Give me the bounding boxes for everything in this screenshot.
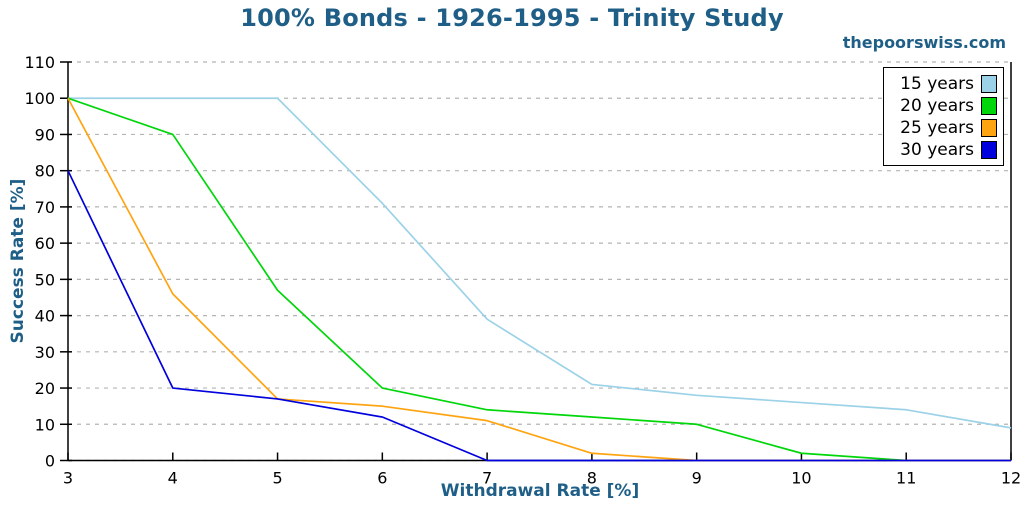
- legend-label: 20 years: [900, 95, 974, 116]
- legend-label: 15 years: [900, 73, 974, 94]
- x-tick-label: 4: [168, 469, 178, 488]
- legend-item-20-years: 20 years: [890, 95, 997, 116]
- x-tick-label: 11: [896, 469, 916, 488]
- legend-item-30-years: 30 years: [890, 139, 997, 160]
- legend-item-25-years: 25 years: [890, 117, 997, 138]
- x-tick-label: 9: [692, 469, 702, 488]
- y-axis-title: Success Rate [%]: [8, 178, 28, 344]
- x-tick-label: 5: [272, 469, 282, 488]
- chart-title: 100% Bonds - 1926-1995 - Trinity Study: [240, 4, 784, 32]
- y-tick-label: 0: [45, 452, 55, 471]
- y-tick-label: 70: [35, 198, 55, 217]
- legend-label: 25 years: [900, 117, 974, 138]
- x-tick-label: 3: [63, 469, 73, 488]
- y-tick-label: 30: [35, 343, 55, 362]
- legend-box: 15 years 20 years 25 years 30 years: [883, 67, 1004, 166]
- y-tick-label: 110: [24, 53, 55, 72]
- x-tick-label: 10: [791, 469, 811, 488]
- legend-swatch-icon: [981, 118, 997, 137]
- y-tick-label: 10: [35, 415, 55, 434]
- y-tick-label: 50: [35, 270, 55, 289]
- legend-item-15-years: 15 years: [890, 73, 997, 94]
- y-tick-label: 60: [35, 234, 55, 253]
- series-line-15-years: [68, 97, 1012, 429]
- x-tick-label: 7: [482, 469, 492, 488]
- y-tick-label: 100: [24, 89, 55, 108]
- legend-swatch-icon: [981, 96, 997, 115]
- y-tick-label: 90: [35, 125, 55, 144]
- x-tick-label: 12: [1001, 469, 1021, 488]
- series-line-30-years: [67, 170, 1011, 462]
- x-tick-label: 8: [587, 469, 597, 488]
- legend-swatch-icon: [981, 140, 997, 159]
- legend-label: 30 years: [900, 139, 974, 160]
- legend-swatch-icon: [981, 74, 997, 93]
- x-tick-label: 6: [377, 469, 387, 488]
- series-line-20-years: [67, 97, 1011, 462]
- watermark-link: thepoorswiss.com: [842, 33, 1006, 52]
- x-axis-title: Withdrawal Rate [%]: [440, 481, 640, 501]
- y-tick-label: 20: [35, 379, 55, 398]
- y-tick-label: 80: [35, 162, 55, 181]
- y-tick-label: 40: [35, 307, 55, 326]
